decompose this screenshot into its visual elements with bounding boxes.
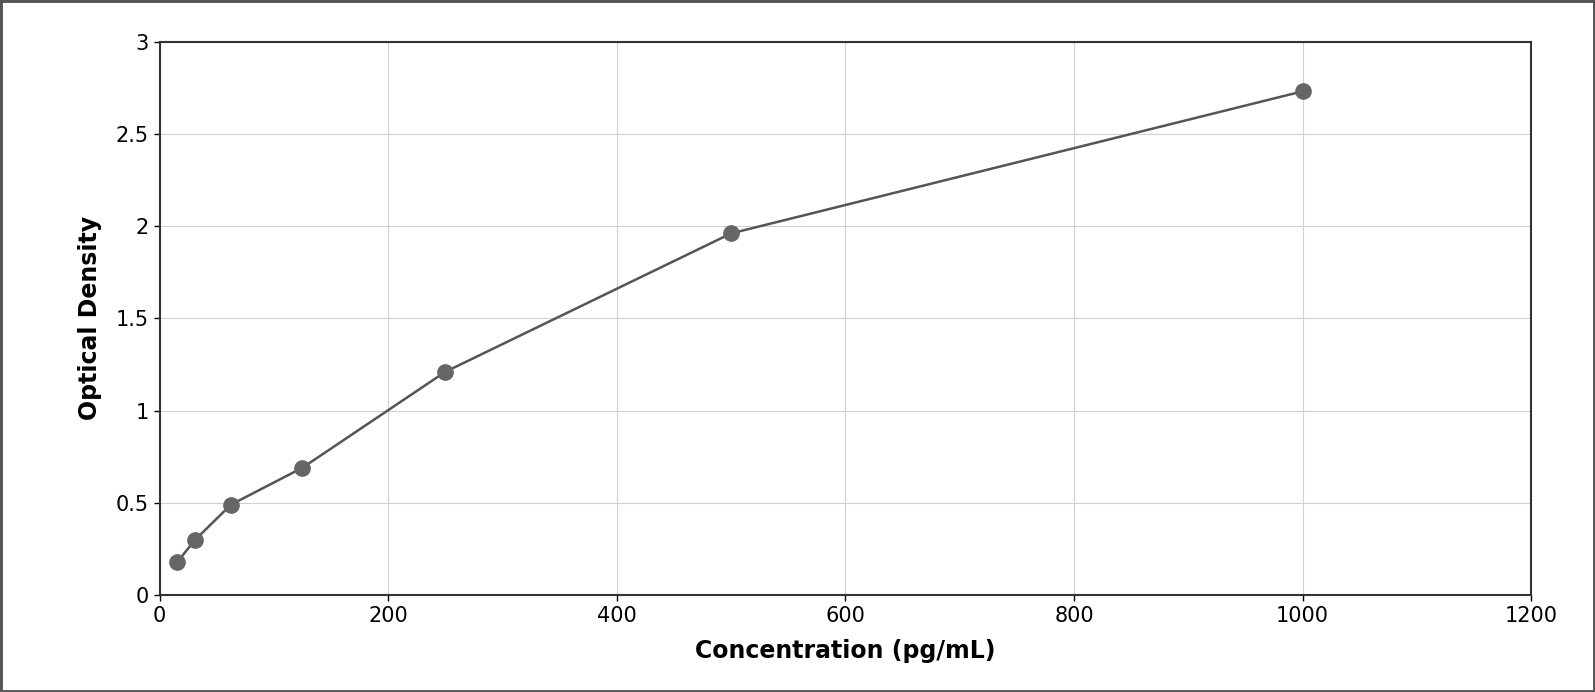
Point [290, 462, 316, 473]
X-axis label: Concentration (pg/mL): Concentration (pg/mL) [695, 639, 995, 664]
Point [219, 499, 244, 510]
Point [718, 228, 743, 239]
Point [164, 556, 190, 567]
Point [1290, 86, 1316, 97]
Y-axis label: Optical Density: Optical Density [78, 217, 102, 420]
Point [432, 366, 458, 377]
Point [182, 534, 207, 545]
